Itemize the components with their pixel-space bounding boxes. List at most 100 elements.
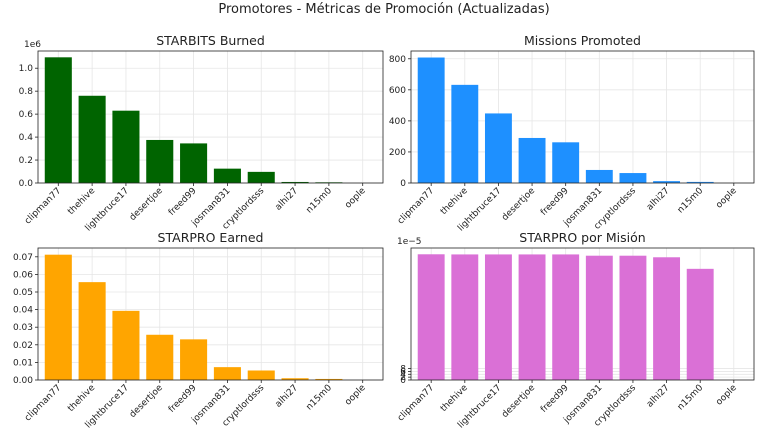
bar-freed99 <box>180 143 208 183</box>
y-tick-label: 0.05 <box>13 288 33 298</box>
x-tick-label: n15m0 <box>676 383 706 413</box>
bar-desertjoe <box>518 254 546 380</box>
x-tick-label: clipman77 <box>396 383 436 423</box>
x-tick-label: alhi27 <box>274 383 301 410</box>
x-tick-label: freed99 <box>539 186 571 218</box>
bar-josman831 <box>585 255 613 380</box>
y-tick-label: 0 <box>400 179 406 189</box>
bar-alhi27 <box>653 181 681 183</box>
axes-frame <box>37 50 384 184</box>
x-tick-label: alhi27 <box>274 186 301 213</box>
axes-frame <box>410 247 755 381</box>
y-tick-label: 0.04 <box>13 306 33 316</box>
x-tick-label: n15m0 <box>305 186 335 216</box>
bar-n15m0 <box>686 181 714 183</box>
x-tick-label: clipman77 <box>23 186 63 226</box>
bar-thehive <box>451 84 479 183</box>
x-tick-label: thehive <box>439 383 470 414</box>
x-tick-label: oople <box>343 383 368 408</box>
bar-thehive <box>78 282 106 380</box>
bar-n15m0 <box>315 378 343 380</box>
bar-josman831 <box>213 367 241 380</box>
bar-lightbruce17 <box>484 113 512 183</box>
figure-title: Promotores - Métricas de Promoción (Actu… <box>218 2 550 17</box>
x-tick-label: thehive <box>66 186 97 217</box>
x-tick-label: clipman77 <box>23 383 63 423</box>
bar-alhi27 <box>653 257 681 380</box>
y-tick-label: 0.2 <box>19 156 33 166</box>
y-tick-label: 0.4 <box>19 133 34 143</box>
chart-panel-3: 0.00 0.01 0.02 0.03 0.04 0.05 0.06 0.07 clipman7… <box>13 230 384 428</box>
x-tick-label: n15m0 <box>676 186 706 216</box>
x-tick-label: clipman77 <box>396 186 436 226</box>
x-tick-label: desertjoe <box>128 186 165 223</box>
y-tick-label: 400 <box>389 117 406 127</box>
x-tick-label: oople <box>714 383 739 408</box>
bar-lightbruce17 <box>112 110 140 183</box>
bar-clipman77 <box>417 254 445 380</box>
bar-alhi27 <box>281 378 309 380</box>
y-tick-label: 0.8 <box>19 87 34 97</box>
y-tick-label: 0 <box>400 376 406 386</box>
bar-cryptlordsss <box>619 173 647 183</box>
x-tick-label: freed99 <box>167 186 199 218</box>
y-tick-label: 0.6 <box>19 110 34 120</box>
bar-n15m0 <box>686 268 714 380</box>
y-tick-label: 0.01 <box>13 358 33 368</box>
x-tick-label: thehive <box>66 383 97 414</box>
axis-offset-label: 1e−5 <box>397 237 422 247</box>
bar-freed99 <box>552 142 580 183</box>
bar-lightbruce17 <box>112 310 140 380</box>
bar-cryptlordsss <box>247 370 275 380</box>
x-tick-label: desertjoe <box>128 383 165 420</box>
x-tick-label: oople <box>714 186 739 211</box>
y-tick-label: 0.03 <box>13 323 33 333</box>
x-tick-label: oople <box>343 186 368 211</box>
bar-clipman77 <box>417 57 445 183</box>
y-tick-label: 0.06 <box>13 270 33 280</box>
bar-freed99 <box>180 339 208 380</box>
bar-josman831 <box>585 169 613 183</box>
panel-title: Missions Promoted <box>524 33 641 48</box>
bar-clipman77 <box>44 254 72 380</box>
y-tick-label: 600 <box>389 86 406 96</box>
x-tick-label: thehive <box>439 186 470 217</box>
panel-title: STARPRO por Misión <box>519 230 645 245</box>
x-tick-label: alhi27 <box>645 383 672 410</box>
bar-freed99 <box>552 254 580 380</box>
y-tick-label: 8 <box>400 365 406 375</box>
x-tick-label: alhi27 <box>645 186 672 213</box>
y-tick-label: 2 <box>400 373 406 383</box>
y-tick-label: 800 <box>389 55 406 65</box>
bar-josman831 <box>213 168 241 183</box>
x-tick-label: freed99 <box>167 383 199 415</box>
bar-lightbruce17 <box>484 254 512 380</box>
bar-clipman77 <box>44 57 72 183</box>
axes-frame <box>37 247 384 381</box>
axes-frame <box>410 50 755 184</box>
bar-cryptlordsss <box>247 171 275 183</box>
x-tick-label: freed99 <box>539 383 571 415</box>
bar-thehive <box>78 95 106 183</box>
y-tick-label: 0.07 <box>13 253 33 263</box>
y-tick-label: 6 <box>400 367 406 377</box>
y-tick-label: 200 <box>389 148 406 158</box>
y-tick-label: 0.0 <box>19 179 34 189</box>
bar-cryptlordsss <box>619 255 647 380</box>
bar-desertjoe <box>146 334 174 380</box>
panel-title: STARBITS Burned <box>156 33 265 48</box>
x-tick-label: n15m0 <box>305 383 335 413</box>
bar-alhi27 <box>281 181 309 183</box>
y-tick-label: 0.02 <box>13 341 33 351</box>
y-tick-label: 4 <box>400 370 406 380</box>
bar-desertjoe <box>146 139 174 183</box>
bar-thehive <box>451 254 479 380</box>
axis-offset-label: 1e6 <box>24 40 41 50</box>
y-tick-label: 1.0 <box>19 64 34 74</box>
x-tick-label: desertjoe <box>500 186 537 223</box>
